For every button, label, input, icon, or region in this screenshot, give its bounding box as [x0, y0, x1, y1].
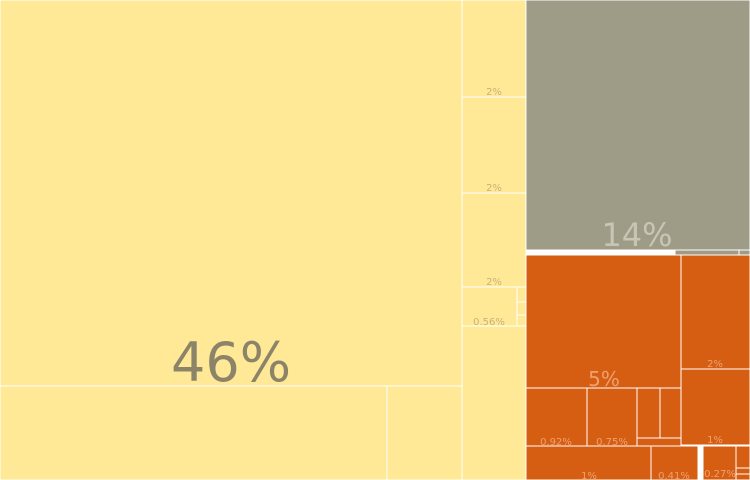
tile-yellow-10 — [461, 325, 527, 480]
tile-yellow-1 — [0, 385, 388, 480]
tile-orange-16 — [680, 368, 750, 446]
tile-label-22: 1% — [581, 471, 597, 480]
tile-label-23: 0.41% — [658, 471, 690, 480]
tile-label-6: 0.56% — [473, 317, 505, 328]
tile-orange-25 — [735, 445, 750, 469]
tile-yellow-5 — [461, 192, 527, 288]
tile-orange-27 — [735, 473, 750, 480]
tile-label-14: 5% — [588, 367, 620, 391]
tile-yellow-3 — [461, 0, 527, 98]
tile-label-3: 2% — [486, 87, 502, 98]
tile-yellow-9 — [516, 314, 527, 327]
tile-label-11: 14% — [601, 216, 672, 254]
tile-orange-26 — [735, 467, 750, 475]
tile-label-16: 1% — [707, 435, 723, 446]
tile-yellow-4 — [461, 96, 527, 194]
tile-yellow-2 — [386, 385, 463, 480]
tile-gray-12 — [674, 249, 740, 256]
tile-orange-17 — [525, 387, 588, 447]
tile-label-4: 2% — [486, 183, 502, 194]
tile-label-17: 0.92% — [540, 437, 572, 448]
tile-orange-19 — [636, 387, 661, 439]
tile-gray-13 — [738, 249, 750, 256]
tile-gray-11 — [525, 0, 750, 251]
tile-orange-15 — [680, 254, 750, 370]
tile-label-18: 0.75% — [596, 437, 628, 448]
tile-yellow-0 — [0, 0, 463, 387]
tile-yellow-8 — [516, 301, 527, 316]
tile-yellow-6 — [461, 286, 518, 327]
treemap-labels: 46% 2% 2% 2% 0.56% 14% 5% 2% 1% 0.92% 0.75% 1% 0.41%… — [171, 87, 736, 480]
tile-yellow-7 — [516, 286, 527, 303]
tile-orange-23 — [650, 445, 699, 480]
tile-label-5: 2% — [486, 277, 502, 288]
tile-label-15: 2% — [707, 359, 723, 370]
tile-orange-14 — [525, 254, 682, 389]
tile-orange-21 — [636, 437, 682, 447]
tile-label-0: 46% — [171, 331, 291, 394]
tile-orange-22 — [525, 445, 652, 480]
tile-label-24: 0.27% — [704, 469, 736, 480]
tile-orange-20 — [659, 387, 682, 439]
